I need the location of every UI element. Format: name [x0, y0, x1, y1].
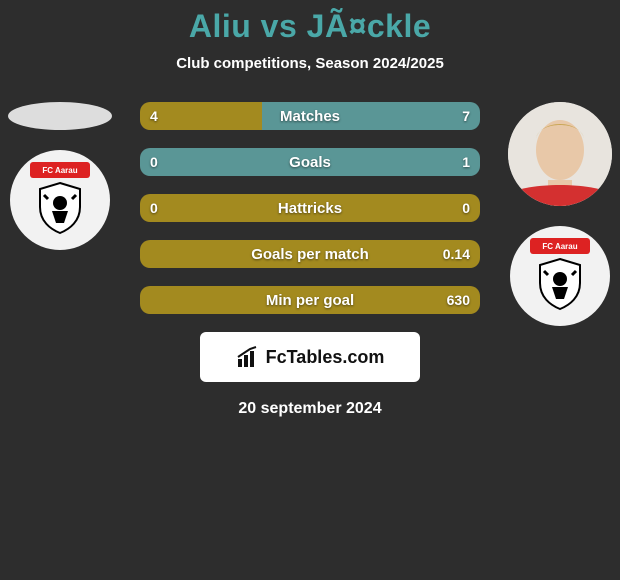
- stat-label: Goals per match: [140, 240, 480, 268]
- stat-bars: 47Matches 01Goals 00Hattricks 0.14Goals per…: [140, 102, 480, 314]
- stat-bar: 01Goals: [140, 148, 480, 176]
- player-right-avatar: [508, 102, 612, 206]
- page-title: Aliu vs JÃ¤ckle: [0, 0, 620, 45]
- player-left-column: FC Aarau: [0, 102, 120, 250]
- page-subtitle: Club competitions, Season 2024/2025: [0, 55, 620, 72]
- stat-label: Goals: [140, 148, 480, 176]
- stat-label: Hattricks: [140, 194, 480, 222]
- brand-box: FcTables.com: [200, 332, 420, 382]
- stat-label: Min per goal: [140, 286, 480, 314]
- club-ribbon-right: FC Aarau: [530, 238, 590, 254]
- brand-text: FcTables.com: [266, 347, 385, 368]
- compare-area: FC Aarau FC Aarau: [0, 102, 620, 314]
- chart-icon: [236, 345, 260, 369]
- stat-label: Matches: [140, 102, 480, 130]
- player-left-avatar: [8, 102, 112, 130]
- stat-bar: 0.14Goals per match: [140, 240, 480, 268]
- stat-bar: 47Matches: [140, 102, 480, 130]
- player-left-club-badge: FC Aarau: [10, 150, 110, 250]
- player-right-club-badge: FC Aarau: [510, 226, 610, 326]
- date-line: 20 september 2024: [0, 400, 620, 418]
- player-right-column: FC Aarau: [500, 102, 620, 326]
- club-ribbon-left: FC Aarau: [30, 162, 90, 178]
- stat-bar: 630Min per goal: [140, 286, 480, 314]
- stat-bar: 00Hattricks: [140, 194, 480, 222]
